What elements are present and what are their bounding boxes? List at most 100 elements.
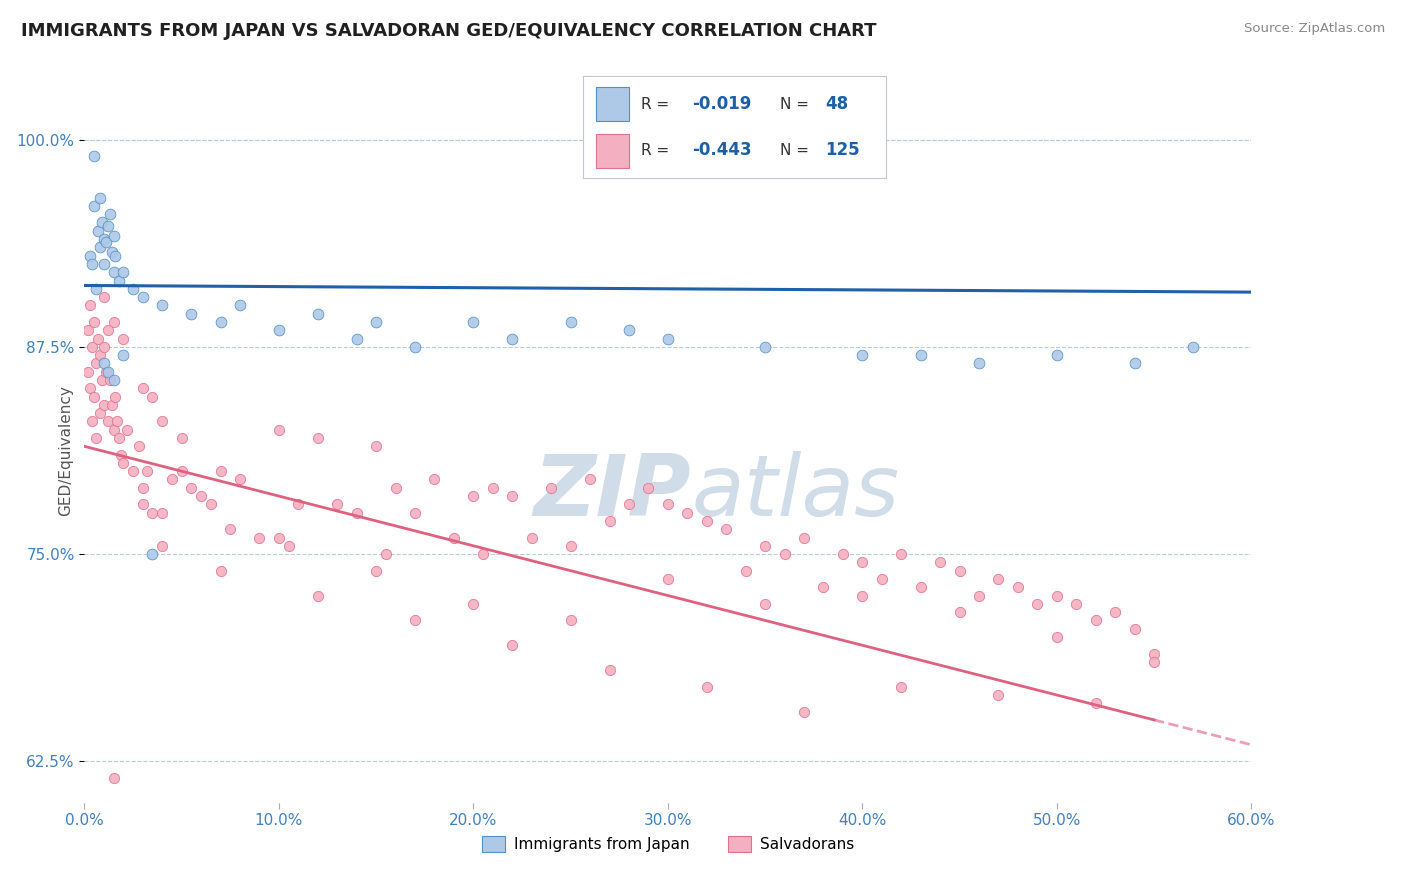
Point: [100, 398, 122, 412]
Point: [150, 539, 173, 553]
Text: Source: ZipAtlas.com: Source: ZipAtlas.com: [1244, 22, 1385, 36]
Point: [112, 456, 135, 470]
Point: [267, 423, 290, 437]
Point: [501, 638, 523, 652]
Point: [793, 705, 815, 719]
Point: [1046, 348, 1069, 362]
Point: [83, 199, 105, 213]
Point: [170, 431, 193, 445]
Point: [657, 497, 679, 511]
Point: [84, 356, 107, 370]
Point: [366, 315, 388, 329]
Point: [79, 249, 101, 263]
Point: [1143, 655, 1166, 669]
Point: [1007, 580, 1029, 594]
Point: [87, 332, 110, 346]
Point: [423, 473, 446, 487]
Legend: Immigrants from Japan, Salvadorans: Immigrants from Japan, Salvadorans: [475, 830, 860, 859]
Point: [103, 423, 125, 437]
Point: [83, 390, 105, 404]
Point: [793, 531, 815, 545]
Point: [560, 614, 582, 628]
Point: [949, 564, 972, 578]
Point: [89, 240, 111, 254]
Point: [110, 448, 132, 462]
Point: [1181, 340, 1204, 354]
Point: [734, 564, 756, 578]
Point: [404, 340, 426, 354]
Point: [108, 431, 131, 445]
Point: [404, 614, 426, 628]
Point: [249, 531, 271, 545]
Point: [657, 332, 679, 346]
Point: [79, 298, 101, 312]
Point: [696, 514, 718, 528]
Point: [103, 771, 125, 785]
Point: [1104, 605, 1126, 619]
Point: [443, 531, 465, 545]
Point: [229, 298, 252, 312]
Point: [463, 315, 485, 329]
Point: [112, 332, 135, 346]
Point: [135, 464, 157, 478]
Point: [94, 365, 117, 379]
Point: [97, 414, 120, 428]
Point: [93, 340, 115, 354]
Point: [813, 580, 835, 594]
Point: [90, 373, 112, 387]
Point: [94, 235, 117, 250]
Point: [141, 390, 163, 404]
Point: [1046, 630, 1069, 644]
Point: [579, 473, 602, 487]
Point: [132, 481, 155, 495]
Point: [98, 207, 121, 221]
Point: [190, 489, 212, 503]
Point: [103, 228, 125, 243]
Point: [637, 481, 659, 495]
Point: [366, 564, 388, 578]
Point: [83, 315, 105, 329]
Point: [90, 215, 112, 229]
Point: [463, 489, 485, 503]
Point: [657, 572, 679, 586]
Point: [696, 680, 718, 694]
Point: [1084, 696, 1107, 710]
Point: [112, 348, 135, 362]
Point: [93, 398, 115, 412]
Point: [773, 547, 796, 561]
Point: [209, 464, 232, 478]
Point: [89, 348, 111, 362]
Point: [1143, 647, 1166, 661]
Point: [472, 547, 495, 561]
Point: [93, 356, 115, 370]
Point: [617, 497, 640, 511]
Point: [754, 597, 776, 611]
Point: [326, 497, 349, 511]
Point: [98, 373, 121, 387]
Text: ZIP: ZIP: [533, 451, 692, 534]
Y-axis label: GED/Equivalency: GED/Equivalency: [58, 385, 73, 516]
Point: [967, 589, 990, 603]
Point: [1026, 597, 1049, 611]
Point: [1046, 589, 1069, 603]
Point: [132, 497, 155, 511]
Point: [307, 431, 329, 445]
Point: [77, 365, 100, 379]
Point: [104, 390, 127, 404]
Point: [84, 431, 107, 445]
Point: [287, 497, 309, 511]
Point: [89, 191, 111, 205]
Point: [1123, 356, 1146, 370]
Point: [132, 290, 155, 304]
Point: [180, 307, 202, 321]
Point: [83, 149, 105, 163]
FancyBboxPatch shape: [596, 87, 628, 121]
Point: [599, 514, 621, 528]
Point: [754, 340, 776, 354]
Point: [346, 506, 368, 520]
Point: [384, 481, 406, 495]
Point: [115, 423, 138, 437]
Point: [180, 481, 202, 495]
Point: [103, 373, 125, 387]
Point: [200, 497, 222, 511]
